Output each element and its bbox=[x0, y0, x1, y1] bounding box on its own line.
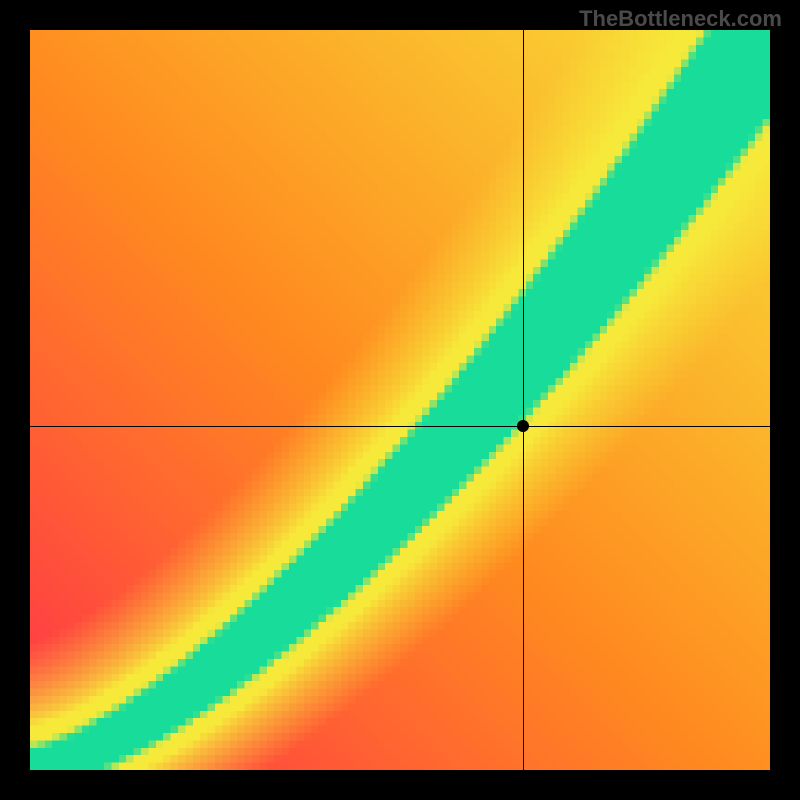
selection-marker[interactable] bbox=[517, 420, 529, 432]
watermark-text: TheBottleneck.com bbox=[579, 6, 782, 32]
crosshair-horizontal bbox=[30, 426, 770, 427]
crosshair-vertical bbox=[523, 30, 524, 770]
heatmap-canvas bbox=[30, 30, 770, 770]
bottleneck-heatmap bbox=[30, 30, 770, 770]
